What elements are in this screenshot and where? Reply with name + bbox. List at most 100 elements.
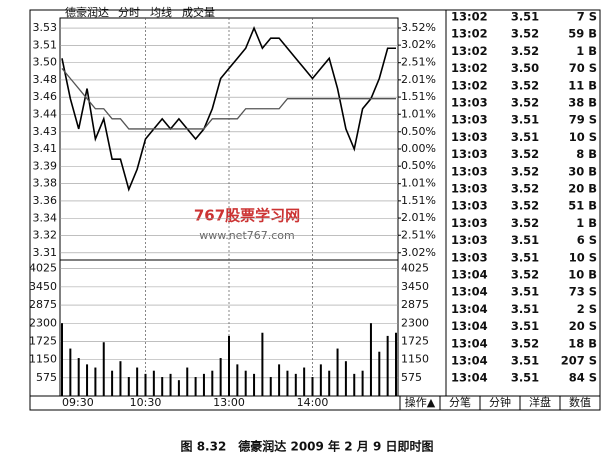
trade-volume: 59 B — [568, 27, 597, 41]
y2-tick-label: 2.01% — [401, 73, 436, 86]
y2-tick-label: 2.01% — [401, 211, 436, 224]
trade-volume: 2 S — [577, 302, 597, 316]
y-tick-label: 3.31 — [33, 246, 58, 259]
tab[interactable] — [559, 395, 601, 411]
trade-price: 3.51 — [511, 302, 539, 316]
tab-label[interactable]: 数值 — [569, 396, 591, 409]
trade-volume: 10 S — [569, 130, 597, 144]
trade-time: 13:03 — [451, 216, 488, 230]
y2-tick-label: 2.51% — [401, 56, 436, 69]
trade-table: 13:02 3.51 7 S 13:02 3.52 59 B 13:02 3.52 1 B 13:… — [451, 10, 597, 385]
x-tick-label: 14:00 — [297, 396, 329, 409]
frame — [29, 9, 601, 411]
chart-title: 德豪润达 — [65, 5, 109, 19]
tab-label[interactable]: 分笔 — [449, 395, 471, 409]
trade-volume: 10 S — [569, 250, 597, 264]
trade-time: 13:02 — [451, 10, 488, 24]
y-tick-label: 3.50 — [33, 56, 58, 69]
y3-tick-label: 575 — [36, 371, 57, 384]
y-tick-label: 3.32 — [33, 229, 58, 242]
y-tick-label: 3.36 — [33, 194, 58, 207]
trade-price: 3.51 — [511, 130, 539, 144]
trade-time: 13:04 — [451, 285, 488, 299]
trade-time: 13:03 — [451, 182, 488, 196]
x-tick-label: 10:30 — [130, 396, 162, 409]
y-tick-label: 3.48 — [33, 73, 58, 86]
trade-price: 3.52 — [511, 96, 539, 110]
trade-price: 3.51 — [511, 285, 539, 299]
y3-tick-label: 4025 — [29, 262, 57, 275]
y3-tick-label-right: 1150 — [401, 353, 429, 366]
trade-volume: 11 B — [568, 78, 597, 92]
y-tick-label: 3.46 — [33, 90, 58, 103]
trade-price: 3.51 — [511, 113, 539, 127]
y-tick-label: 3.39 — [33, 159, 58, 172]
trade-price: 3.52 — [511, 78, 539, 92]
trade-time: 13:03 — [451, 199, 488, 213]
y2-tick-label: 1.51% — [401, 90, 436, 103]
trade-price: 3.51 — [511, 233, 539, 247]
trade-time: 13:02 — [451, 44, 488, 58]
trade-price: 3.51 — [511, 371, 539, 385]
trade-time: 13:02 — [451, 27, 488, 41]
trade-volume: 73 S — [569, 285, 597, 299]
tab-label[interactable]: 分钟 — [489, 395, 511, 409]
y2-tick-label: 3.02% — [401, 246, 436, 259]
y3-tick-label: 2300 — [29, 316, 57, 329]
trade-volume: 18 B — [568, 336, 597, 350]
trade-time: 13:04 — [451, 371, 488, 385]
y2-tick-label: 3.02% — [401, 38, 436, 51]
trade-price: 3.51 — [511, 354, 539, 368]
y2-tick-label: 0.50% — [401, 125, 436, 138]
y2-tick-label: 0.50% — [401, 159, 436, 172]
trade-price: 3.51 — [511, 250, 539, 264]
trade-price: 3.52 — [511, 147, 539, 161]
trade-price: 3.50 — [511, 61, 539, 75]
trade-volume: 8 B — [576, 147, 597, 161]
y2-tick-label: 0.00% — [401, 142, 436, 155]
watermark-brand: 767股票学习网 — [194, 207, 300, 225]
x-tick-label: 13:00 — [213, 396, 245, 409]
trade-time: 13:03 — [451, 164, 488, 178]
trade-price: 3.52 — [511, 164, 539, 178]
trade-price: 3.52 — [511, 268, 539, 282]
caption: 图 8.32 德豪润达 2009 年 2 月 9 日即时图 — [181, 439, 434, 454]
trade-volume: 20 B — [568, 182, 597, 196]
trade-price: 3.52 — [511, 336, 539, 350]
trade-price: 3.52 — [511, 27, 539, 41]
trade-volume: 7 S — [577, 10, 597, 24]
price-line — [61, 68, 396, 130]
y-tick-label: 3.41 — [33, 142, 58, 155]
tab-label[interactable]: 洋盘 — [529, 395, 551, 409]
tab-label[interactable]: 操作▲ — [405, 395, 436, 409]
trade-time: 13:03 — [451, 113, 488, 127]
trade-time: 13:03 — [451, 233, 488, 247]
trade-time: 13:04 — [451, 354, 488, 368]
trade-volume: 38 B — [568, 96, 597, 110]
y-tick-label: 3.43 — [33, 125, 58, 138]
y2-tick-label: 3.52% — [401, 21, 436, 34]
trade-time: 13:03 — [451, 250, 488, 264]
trade-time: 13:02 — [451, 78, 488, 92]
trade-price: 3.51 — [511, 319, 539, 333]
y3-tick-label-right: 2875 — [401, 298, 429, 311]
trade-volume: 10 B — [568, 268, 597, 282]
price-line — [61, 25, 396, 192]
trade-time: 13:04 — [451, 302, 488, 316]
trade-volume: 1 B — [576, 216, 597, 230]
trade-time: 13:03 — [451, 147, 488, 161]
y3-tick-label-right: 1725 — [401, 334, 429, 347]
trade-time: 13:04 — [451, 319, 488, 333]
y3-tick-label-right: 4025 — [401, 262, 429, 275]
trade-volume: 79 S — [569, 113, 597, 127]
y2-tick-label: 2.51% — [401, 228, 436, 241]
x-tick-label: 09:30 — [62, 396, 94, 409]
trade-volume: 70 S — [569, 61, 597, 75]
legend-entry: 分时 — [118, 6, 140, 19]
trade-time: 13:04 — [451, 336, 488, 350]
y3-tick-label: 3450 — [29, 280, 57, 293]
trade-time: 13:02 — [451, 61, 488, 75]
y-tick-label: 3.51 — [33, 38, 58, 51]
y3-tick-label: 2875 — [29, 298, 57, 311]
